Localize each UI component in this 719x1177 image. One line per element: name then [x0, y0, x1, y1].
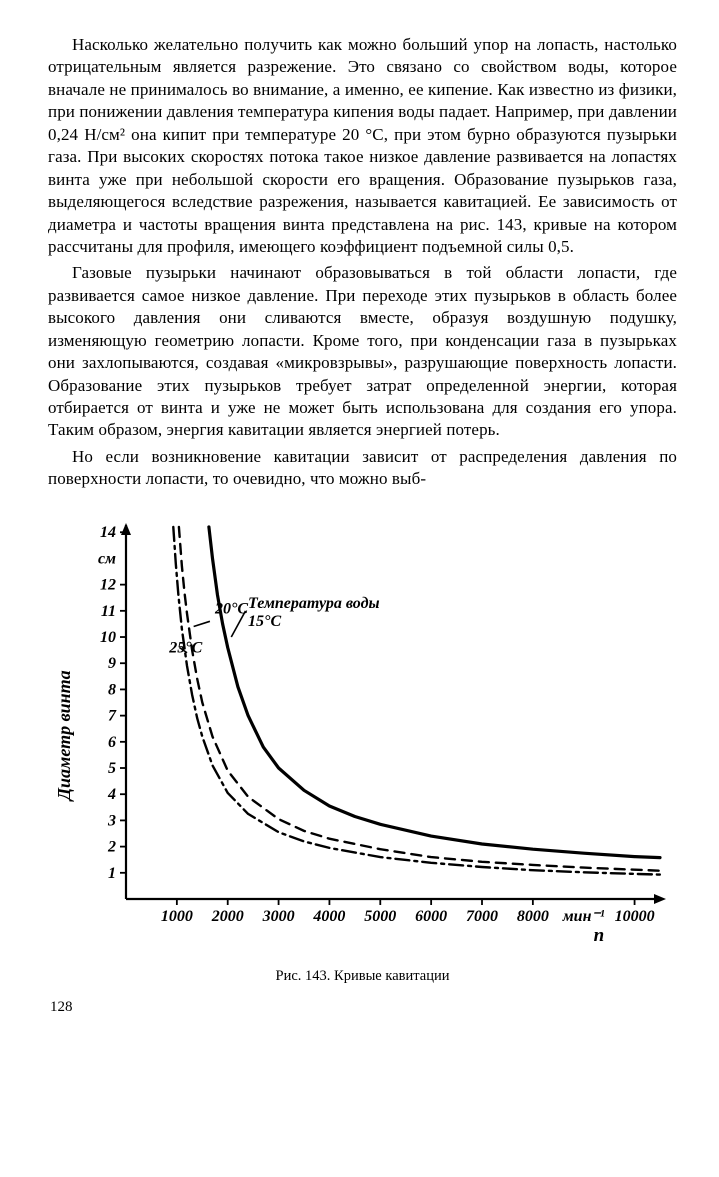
svg-text:4000: 4000: [312, 908, 345, 925]
svg-text:Диаметр винта: Диаметр винта: [54, 670, 74, 802]
svg-text:n: n: [594, 925, 605, 946]
svg-text:6000: 6000: [415, 908, 447, 925]
paragraph-1: Насколько желательно получить как можно …: [48, 34, 677, 258]
svg-text:5: 5: [108, 760, 116, 777]
paragraph-2: Газовые пузырьки начинают образовываться…: [48, 262, 677, 442]
svg-text:12: 12: [100, 576, 116, 593]
svg-text:25°С: 25°С: [168, 639, 202, 656]
svg-text:см: см: [98, 550, 116, 567]
svg-text:9: 9: [108, 655, 116, 672]
svg-text:7000: 7000: [466, 908, 498, 925]
svg-text:7: 7: [108, 707, 117, 724]
svg-text:мин⁻¹: мин⁻¹: [562, 908, 605, 925]
svg-text:3000: 3000: [262, 908, 295, 925]
svg-text:5000: 5000: [364, 908, 396, 925]
figure-caption: Рис. 143. Кривые кавитации: [48, 968, 677, 985]
svg-text:11: 11: [101, 603, 116, 620]
svg-text:2: 2: [107, 838, 116, 855]
svg-text:15°С: 15°С: [248, 613, 281, 630]
svg-text:8: 8: [108, 681, 116, 698]
svg-text:4: 4: [107, 786, 116, 803]
svg-text:6: 6: [108, 734, 116, 751]
svg-text:10: 10: [100, 629, 116, 646]
svg-text:1: 1: [108, 865, 116, 882]
svg-text:8000: 8000: [517, 908, 549, 925]
cavitation-chart: 12345678910111214см100020003000400050006…: [48, 517, 668, 957]
svg-text:2000: 2000: [211, 908, 244, 925]
page-number: 128: [50, 999, 677, 1016]
svg-text:14: 14: [100, 524, 116, 541]
paragraph-3: Но если возникновение кавитации зависит …: [48, 446, 677, 491]
svg-text:10000: 10000: [615, 908, 655, 925]
page-container: Насколько желательно получить как можно …: [0, 0, 719, 1036]
svg-text:3: 3: [107, 812, 116, 829]
figure-143: 12345678910111214см100020003000400050006…: [48, 517, 677, 985]
svg-text:Температура воды: Температура воды: [248, 595, 380, 612]
svg-text:1000: 1000: [161, 908, 193, 925]
